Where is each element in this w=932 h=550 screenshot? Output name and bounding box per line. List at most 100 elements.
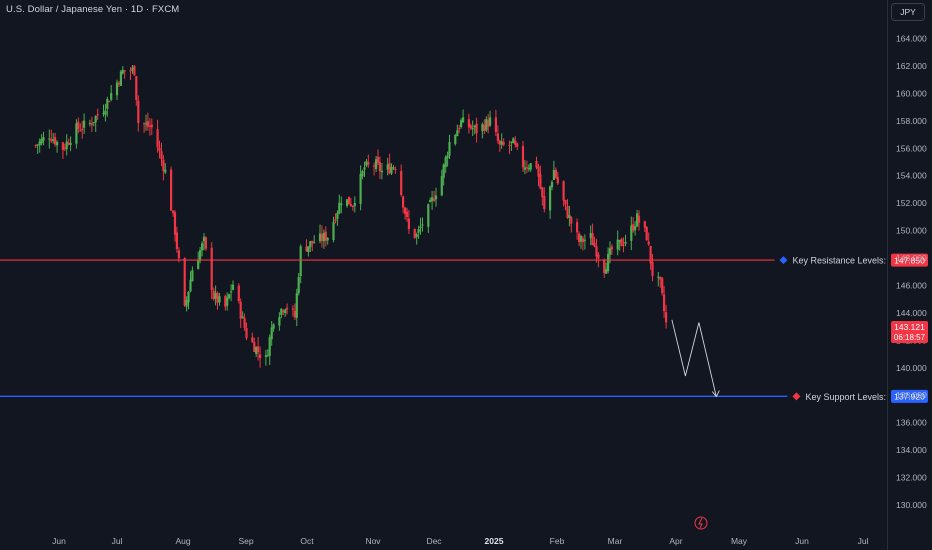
candle-body: [448, 142, 451, 156]
candle-body: [556, 176, 559, 184]
candle-body: [201, 243, 204, 251]
time-tick-label: Jun: [52, 536, 66, 546]
price-tick-label: 162.000: [896, 61, 927, 71]
candle-body: [282, 310, 285, 313]
candle-body: [405, 211, 409, 217]
time-tick-label: Aug: [175, 536, 190, 546]
candle-body: [212, 290, 215, 300]
time-tick-label: Feb: [550, 536, 565, 546]
candle-body: [228, 294, 231, 299]
candle-body: [351, 206, 354, 207]
candle-body: [34, 145, 37, 147]
support-tag[interactable]: Key Support Levels: 137.920: [787, 389, 928, 404]
candle-body: [440, 176, 443, 196]
candle-body: [129, 70, 132, 72]
candle-body: [346, 199, 349, 206]
candle-body: [69, 142, 72, 145]
price-tick-label: 138.000: [896, 390, 927, 400]
resistance-tag[interactable]: Key Resistance Levels: 147.850: [774, 253, 928, 268]
candle-body: [230, 291, 233, 293]
candle-body: [156, 129, 159, 148]
candle-body: [608, 248, 612, 255]
candle-body: [237, 285, 240, 302]
candle-body: [311, 240, 314, 244]
candle-body: [622, 244, 625, 246]
symbol-title[interactable]: U.S. Dollar / Japanese Yen · 1D · FXCM: [6, 4, 180, 15]
candle-body: [318, 233, 322, 242]
candle-body: [568, 215, 571, 218]
lightning-icon: [694, 516, 708, 530]
candle-body: [632, 224, 635, 231]
candle-body: [527, 168, 530, 170]
candle-body: [481, 124, 484, 132]
candle-body: [270, 327, 273, 340]
resistance-tag-label-bg: [774, 253, 887, 268]
candle-body: [541, 187, 544, 198]
candle-body: [102, 113, 105, 115]
candle-body: [326, 238, 329, 241]
candle-body: [429, 200, 432, 202]
candle-body: [444, 157, 447, 167]
candle-body: [67, 142, 70, 145]
candle-body: [404, 207, 407, 214]
candle-body: [280, 308, 283, 315]
candle-body: [96, 114, 99, 116]
candle-body: [446, 155, 449, 159]
candle-body: [523, 167, 526, 170]
candle-body: [512, 138, 515, 144]
candle-body: [407, 218, 410, 229]
candle-body: [427, 204, 430, 227]
candle-body: [75, 123, 78, 144]
candle-body: [202, 236, 206, 242]
candle-body: [79, 130, 82, 132]
price-tick-label: 158.000: [896, 116, 927, 126]
candle-body: [454, 135, 457, 144]
candle-body: [400, 171, 403, 195]
candle-body: [489, 117, 492, 126]
candle-body: [121, 69, 124, 74]
candle-body: [539, 174, 542, 189]
candle-body: [54, 137, 57, 145]
resistance-tag-price-text: 147.850: [894, 255, 925, 265]
candle-body: [637, 215, 641, 223]
price-tick-label: 156.000: [896, 143, 927, 153]
candle-body: [224, 295, 227, 307]
candle-body: [566, 205, 569, 218]
candle-body: [537, 166, 540, 177]
candle-body: [210, 247, 213, 290]
candle-body: [106, 99, 109, 109]
candle-body: [160, 151, 163, 160]
candle-body: [214, 293, 217, 299]
price-axis-divider: [887, 0, 888, 550]
countdown-text: 06:18:57: [894, 333, 926, 342]
candle-body: [268, 337, 271, 356]
candle-body: [199, 250, 202, 261]
candle-body: [286, 307, 289, 310]
candle-body: [175, 232, 178, 249]
candle-body: [610, 246, 613, 250]
last-price-box: [891, 321, 928, 343]
candle-body: [297, 277, 300, 294]
candle-body: [552, 170, 555, 180]
candle-body: [581, 238, 584, 243]
candle-body: [218, 296, 221, 303]
price-tick-label: 154.000: [896, 171, 927, 181]
candle-body: [502, 142, 505, 145]
candle-body: [197, 259, 200, 270]
candle-body: [253, 342, 256, 352]
candle-body: [394, 169, 397, 170]
candle-body: [549, 186, 552, 211]
candle-body: [651, 261, 654, 276]
currency-selector[interactable]: JPY: [891, 3, 925, 21]
candle-body: [284, 309, 287, 313]
candle-body: [388, 163, 391, 174]
candle-body: [173, 212, 177, 235]
candle-body: [415, 234, 418, 238]
candle-body: [38, 141, 41, 146]
support-tag-label: Key Support Levels:: [805, 392, 886, 402]
candle-body: [659, 276, 662, 280]
candle-body: [187, 291, 190, 303]
time-tick-label: Jul: [858, 536, 869, 546]
candle-body: [172, 210, 175, 214]
